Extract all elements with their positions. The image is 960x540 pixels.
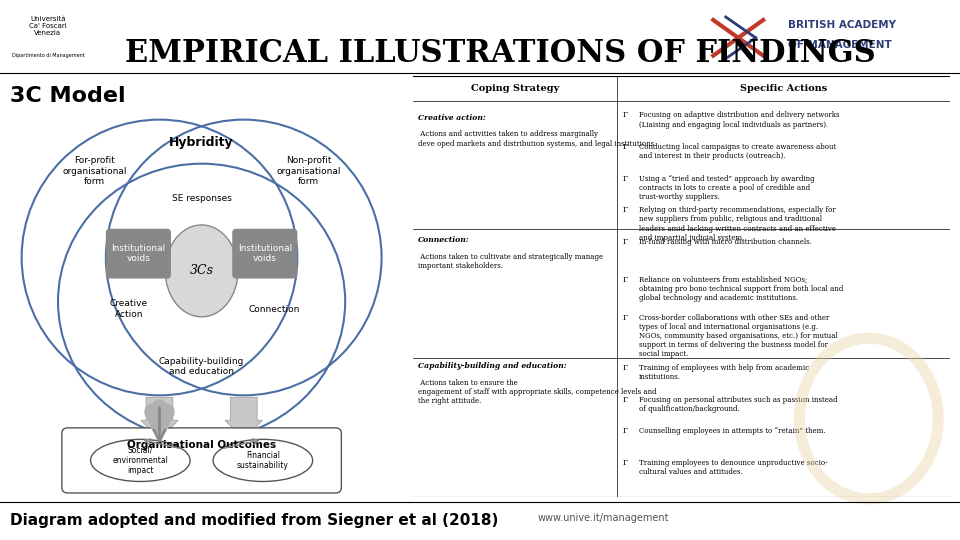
Text: Creative action:: Creative action: (419, 113, 486, 122)
Text: Social/
environmental
impact: Social/ environmental impact (112, 446, 168, 475)
Text: OF MANAGEMENT: OF MANAGEMENT (788, 40, 892, 50)
Text: Γ: Γ (622, 459, 628, 467)
Text: Connection: Connection (249, 305, 300, 314)
Polygon shape (141, 397, 179, 440)
Text: Focusing on adaptive distribution and delivery networks
(Liaising and engaging l: Focusing on adaptive distribution and de… (638, 111, 839, 129)
Text: Focusing on personal attributes such as passion instead
of qualification/backgro: Focusing on personal attributes such as … (638, 396, 837, 413)
Text: Γ: Γ (622, 275, 628, 284)
Text: Training employees to denounce unproductive socio-
cultural values and attitudes: Training employees to denounce unproduct… (638, 459, 828, 476)
Text: Γ: Γ (622, 111, 628, 119)
Text: Institutional
voids: Institutional voids (111, 244, 165, 264)
Text: BRITISH ACADEMY: BRITISH ACADEMY (788, 20, 897, 30)
FancyBboxPatch shape (106, 229, 171, 279)
FancyBboxPatch shape (61, 428, 342, 493)
Text: EMPIRICAL ILLUSTRATIONS OF FINDINGS: EMPIRICAL ILLUSTRATIONS OF FINDINGS (125, 38, 876, 69)
Text: Actions and activities taken to address marginally
deve oped markets and distrib: Actions and activities taken to address … (419, 130, 657, 147)
Text: Institutional
voids: Institutional voids (238, 244, 292, 264)
Polygon shape (225, 397, 262, 440)
Text: Training of employees with help from academic
institutions.: Training of employees with help from aca… (638, 364, 808, 381)
Text: Γ: Γ (622, 396, 628, 404)
Text: Relying on third-party recommendations, especially for
new suppliers from public: Relying on third-party recommendations, … (638, 206, 835, 242)
Text: Non-profit
organisational
form: Non-profit organisational form (276, 157, 341, 186)
Text: Capability-building and education:: Capability-building and education: (419, 362, 566, 370)
Text: Γ: Γ (622, 206, 628, 214)
Text: www.unive.it/management: www.unive.it/management (538, 513, 669, 523)
Text: Dipartimento di Management: Dipartimento di Management (12, 53, 84, 58)
Text: For-profit
organisational
form: For-profit organisational form (62, 157, 127, 186)
Text: In-fund raising with micro distribution channels.: In-fund raising with micro distribution … (638, 238, 811, 246)
Ellipse shape (165, 225, 238, 317)
Text: Using a “tried and tested” approach by awarding
contracts in lots to create a po: Using a “tried and tested” approach by a… (638, 174, 814, 201)
Text: Γ: Γ (622, 174, 628, 183)
Text: Creative
Action: Creative Action (109, 300, 148, 319)
Text: Connection:: Connection: (419, 235, 469, 244)
Text: Diagram adopted and modified from Siegner et al (2018): Diagram adopted and modified from Siegne… (10, 513, 498, 528)
Text: Financial
sustainability: Financial sustainability (237, 451, 289, 470)
Text: Conducting local campaigns to create awareness about
and interest in their produ: Conducting local campaigns to create awa… (638, 143, 836, 160)
Text: Coping Strategy: Coping Strategy (470, 84, 559, 93)
Text: Organisational Outcomes: Organisational Outcomes (127, 440, 276, 450)
Text: Cross-border collaborations with other SEs and other
types of local and internat: Cross-border collaborations with other S… (638, 314, 837, 359)
FancyBboxPatch shape (232, 229, 298, 279)
Text: Hybridity: Hybridity (169, 136, 234, 149)
Text: Actions taken to ensure the
engagement of staff with appropriate skills, compete: Actions taken to ensure the engagement o… (419, 379, 657, 405)
Text: Γ: Γ (622, 314, 628, 322)
Text: Γ: Γ (622, 364, 628, 372)
Text: Γ: Γ (622, 238, 628, 246)
Text: Università
Ca' Foscari
Venezia: Università Ca' Foscari Venezia (29, 16, 67, 36)
Text: 3C Model: 3C Model (10, 86, 125, 106)
Text: Γ: Γ (622, 427, 628, 435)
Text: Reliance on volunteers from established NGOs;
obtaining pro bono technical suppo: Reliance on volunteers from established … (638, 275, 843, 302)
Text: Capability-building
and education: Capability-building and education (159, 357, 244, 376)
Text: SE responses: SE responses (172, 194, 231, 202)
Text: Actions taken to cultivate and strategically manage
important stakeholders.: Actions taken to cultivate and strategic… (419, 253, 603, 269)
Text: 3Cs: 3Cs (189, 265, 213, 278)
Text: Γ: Γ (622, 143, 628, 151)
Text: Specific Actions: Specific Actions (740, 84, 828, 93)
Text: Counselling employees in attempts to “retain” them.: Counselling employees in attempts to “re… (638, 427, 826, 435)
